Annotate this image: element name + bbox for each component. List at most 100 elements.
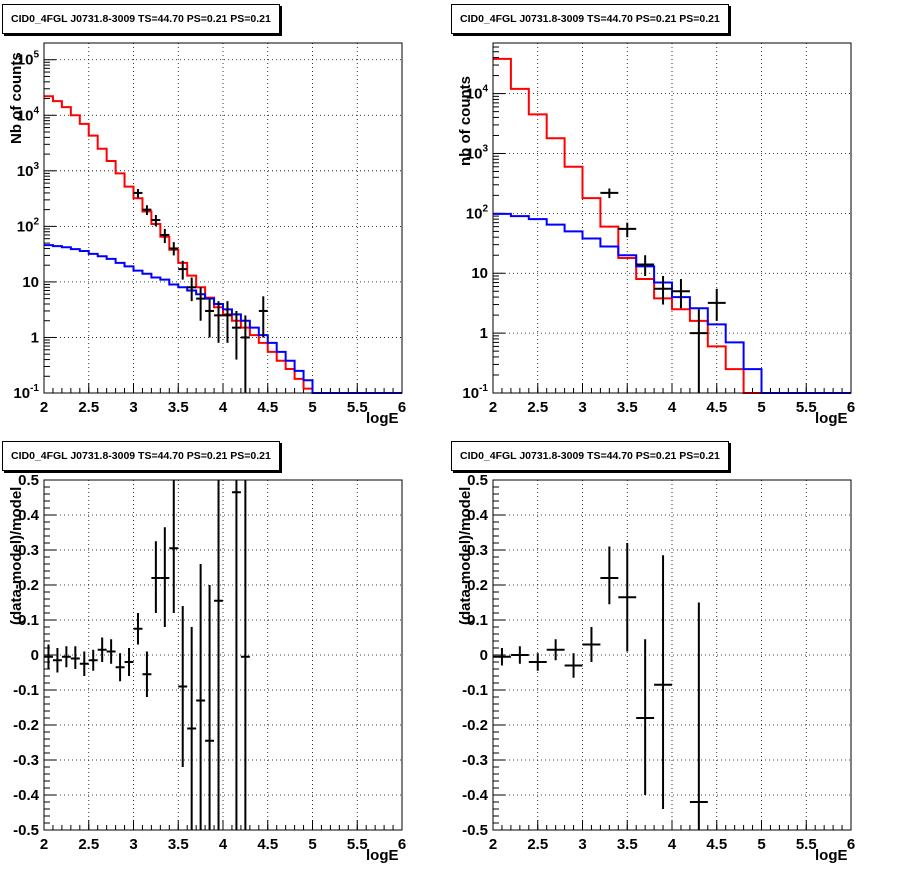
x-axis-label: logE	[366, 410, 399, 427]
x-tick-label: 6	[847, 399, 855, 416]
x-tick-label: 5	[308, 399, 316, 416]
plot-residuals-unbinned: 2 2.5 3 3.5 4 4.5 5 5.5 6 -0.5 -0.4 -0.3 -0.2 -0.1 0 0.…	[13, 472, 406, 853]
plot-title: CID0_4FGL J0731.8-3009 TS=44.70 PS=0.21 …	[451, 441, 729, 471]
x-tick-label: 2.5	[527, 836, 548, 853]
x-tick-label: 3.5	[617, 836, 638, 853]
x-tick-label: 5	[757, 836, 765, 853]
x-tick-label: 4	[668, 399, 677, 416]
x-tick-label: 4.5	[257, 399, 278, 416]
pad-top-left: 2 2.5 3 3.5 4 4.5 5 5.5 6 10-1 1 10 102 103 104 105 CID…	[0, 0, 449, 437]
pad-top-right: 2 2.5 3 3.5 4 4.5 5 5.5 6 10-1 1 10 102 103 104 CID0_4…	[449, 0, 898, 437]
y-tick-exponent: -1	[479, 383, 488, 394]
y-tick-label: 10-1	[462, 383, 488, 402]
x-tick-label: 5	[308, 836, 316, 853]
y-tick-label: 10	[22, 274, 39, 291]
y-axis-label: (data-model)/model	[457, 486, 474, 625]
y-tick-label: 10	[471, 265, 488, 282]
y-tick-exponent: 4	[33, 105, 39, 116]
y-axis-label: (data-model)/model	[8, 486, 25, 625]
y-tick-exponent: 2	[482, 203, 488, 214]
x-tick-label: 2.5	[78, 836, 99, 853]
y-tick-label: 0.1	[18, 612, 39, 629]
y-axis-label: nb of counts	[457, 76, 474, 166]
x-axis-label: logE	[366, 847, 399, 864]
x-tick-label: 5.5	[347, 836, 368, 853]
x-tick-label: 2.5	[527, 399, 548, 416]
x-tick-label: 3	[578, 836, 586, 853]
plot-title: CID0_4FGL J0731.8-3009 TS=44.70 PS=0.21 …	[2, 441, 280, 471]
y-tick-label: -0.1	[13, 682, 39, 699]
y-tick-exponent: 5	[33, 50, 39, 61]
y-tick-exponent: 3	[482, 143, 488, 154]
plot-residuals-binned: 2 2.5 3 3.5 4 4.5 5 5.5 6 -0.5 -0.4 -0.3 -0.2 -0.1 0 0.…	[462, 472, 855, 853]
y-tick-label: 1	[31, 329, 39, 346]
x-axis-label: logE	[815, 847, 848, 864]
x-tick-label: 4	[668, 836, 677, 853]
y-tick-label: -0.5	[462, 822, 488, 839]
x-tick-label: 3	[578, 399, 586, 416]
x-tick-label: 4.5	[706, 399, 727, 416]
x-tick-label: 3.5	[168, 836, 189, 853]
x-tick-label: 3	[129, 836, 137, 853]
plot-title: CID0_4FGL J0731.8-3009 TS=44.70 PS=0.21 …	[451, 4, 729, 34]
y-tick-label: 0.4	[467, 507, 489, 524]
total-model-histogram	[44, 95, 402, 394]
x-tick-label: 4	[219, 836, 228, 853]
y-tick-label: -0.3	[13, 752, 39, 769]
y-tick-label: 1	[480, 325, 488, 342]
y-tick-label: 0.3	[18, 542, 39, 559]
pad-bottom-right: 2 2.5 3 3.5 4 4.5 5 5.5 6 -0.5 -0.4 -0.3 -0.2 -0.1 0 0.…	[449, 437, 898, 874]
x-tick-label: 5	[757, 399, 765, 416]
y-tick-exponent: -1	[30, 383, 39, 394]
y-tick-label: 0.2	[467, 577, 488, 594]
y-tick-label: -0.4	[13, 787, 40, 804]
y-tick-label: 0	[31, 647, 39, 664]
plot-frame	[43, 479, 403, 831]
x-tick-label: 5.5	[796, 399, 817, 416]
y-tick-exponent: 4	[482, 84, 488, 95]
x-tick-label: 6	[847, 836, 855, 853]
y-tick-label: 102	[17, 216, 40, 235]
x-tick-label: 4	[219, 399, 228, 416]
plot-frame	[492, 479, 852, 831]
y-tick-label: 0.3	[467, 542, 488, 559]
x-tick-label: 6	[398, 836, 406, 853]
y-tick-label: 0.5	[18, 472, 39, 489]
plot-frame	[43, 42, 403, 394]
y-tick-exponent: 2	[33, 216, 39, 227]
x-tick-label: 3.5	[168, 399, 189, 416]
y-tick-label: 103	[17, 161, 40, 180]
y-axis-label: Nb of counts	[8, 52, 25, 144]
x-tick-label: 4.5	[257, 836, 278, 853]
x-tick-label: 3	[129, 399, 137, 416]
y-tick-label: -0.2	[13, 717, 39, 734]
y-tick-label: 0.2	[18, 577, 39, 594]
y-tick-label: -0.3	[462, 752, 488, 769]
y-tick-label: 102	[466, 203, 489, 222]
x-tick-label: 5.5	[796, 836, 817, 853]
x-tick-label: 2	[489, 399, 497, 416]
x-axis-label: logE	[815, 410, 848, 427]
y-tick-label: 0	[480, 647, 488, 664]
y-tick-label: 10-1	[13, 383, 39, 402]
x-tick-label: 3.5	[617, 399, 638, 416]
x-tick-label: 6	[398, 399, 406, 416]
x-tick-label: 2	[489, 836, 497, 853]
x-tick-label: 2	[40, 399, 48, 416]
y-tick-label: 0.5	[467, 472, 488, 489]
x-tick-label: 4.5	[706, 836, 727, 853]
background-model-histogram	[44, 244, 402, 394]
x-tick-label: 2.5	[78, 399, 99, 416]
background-model-histogram	[493, 212, 851, 394]
x-tick-label: 5.5	[347, 399, 368, 416]
pad-bottom-left: 2 2.5 3 3.5 4 4.5 5 5.5 6 -0.5 -0.4 -0.3 -0.2 -0.1 0 0.…	[0, 437, 449, 874]
plot-title: CID0_4FGL J0731.8-3009 TS=44.70 PS=0.21 …	[2, 4, 280, 34]
y-tick-label: -0.2	[462, 717, 488, 734]
y-tick-label: -0.5	[13, 822, 39, 839]
plot-frame	[492, 42, 852, 394]
y-tick-label: -0.4	[462, 787, 489, 804]
y-tick-exponent: 3	[33, 161, 39, 172]
y-tick-label: 0.1	[467, 612, 488, 629]
